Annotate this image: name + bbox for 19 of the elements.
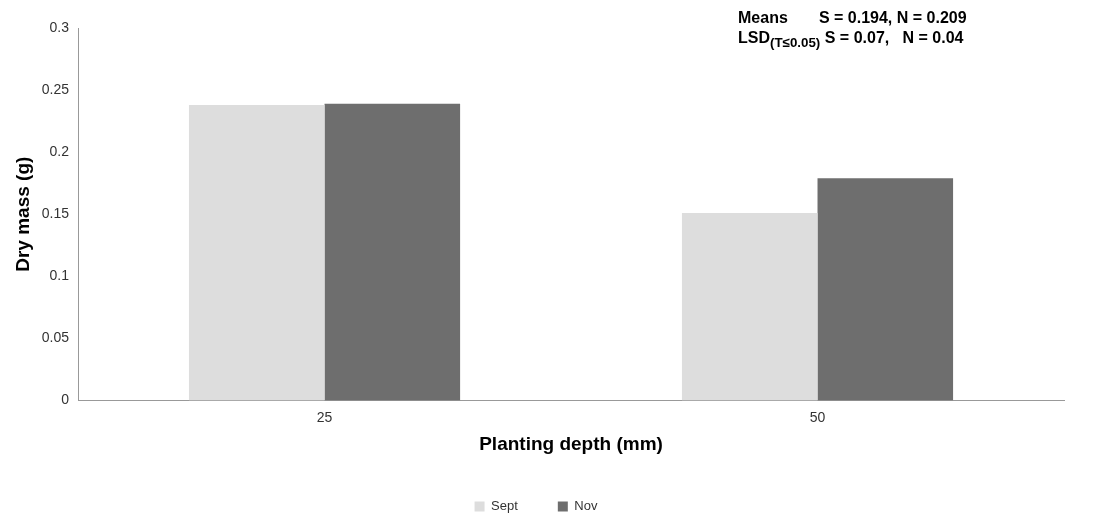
text: Means S = 0.194, N = 0.209 — [738, 8, 967, 28]
bar — [681, 212, 818, 401]
bar — [817, 178, 954, 401]
y-tick-label: 0.3 — [49, 18, 70, 35]
y-tick-label: 0 — [61, 391, 70, 408]
y-tick-label: 0.1 — [49, 267, 70, 284]
y-tick-label: 0.05 — [41, 329, 70, 346]
y-tick-label: 0.2 — [49, 142, 70, 159]
bar — [188, 104, 325, 401]
legend-label: Sept — [491, 498, 519, 514]
y-axis-title: Dry mass (g) — [11, 156, 33, 272]
bar — [324, 103, 461, 401]
x-axis-title: Planting depth (mm) — [479, 432, 663, 454]
y-tick-label: 0.15 — [41, 205, 70, 222]
annotation: LSD$_{(T≤0.05)}$ S = 0.07, N = 0.04 — [738, 28, 965, 53]
legend-label: Nov — [574, 498, 598, 514]
x-tick-label: 25 — [316, 408, 333, 425]
x-tick-label: 50 — [809, 408, 826, 425]
y-tick-label: 0.25 — [41, 80, 70, 97]
